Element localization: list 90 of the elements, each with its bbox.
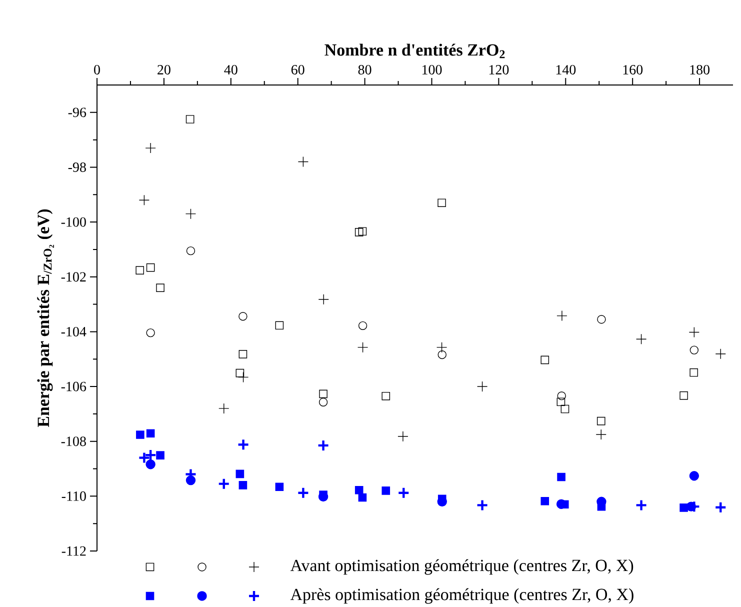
x-tick-label: 40	[224, 65, 238, 74]
point	[597, 315, 606, 324]
y-axis-title: Energie par entités E$_{/ZrO₂}$ (eV)	[37, 209, 54, 428]
point	[156, 451, 164, 460]
point	[145, 142, 156, 154]
point	[436, 342, 448, 353]
y-tick-label: -102	[61, 272, 86, 282]
x-tick-label: 120	[489, 65, 509, 74]
legend-label: Avant optimisation géométrique (centres Zr, O, X)	[290, 559, 634, 575]
point	[476, 381, 488, 392]
point	[354, 228, 364, 236]
point	[438, 350, 446, 360]
y-tick-label: -108	[61, 436, 86, 446]
point	[275, 482, 284, 491]
point	[358, 227, 367, 236]
point	[689, 471, 700, 481]
point	[596, 429, 606, 440]
point	[319, 390, 328, 398]
y-tick-label: -106	[61, 382, 86, 392]
point	[275, 321, 284, 330]
point	[688, 326, 700, 338]
point	[596, 416, 606, 426]
x-tick-label: 160	[623, 65, 643, 74]
point	[714, 501, 727, 514]
y-tick-label: -96	[68, 108, 86, 118]
point	[476, 499, 488, 512]
x-axis-title: Nombre n d'entités ZrO$_{2}$	[324, 44, 505, 58]
point	[438, 198, 446, 208]
point	[318, 398, 328, 406]
point	[136, 430, 144, 439]
point	[690, 346, 699, 354]
point	[218, 478, 230, 490]
point	[540, 356, 550, 364]
point	[236, 470, 244, 478]
point	[156, 284, 164, 292]
x-tick-label: 0	[94, 65, 100, 74]
point	[382, 392, 390, 400]
point	[238, 481, 248, 490]
point	[358, 321, 368, 330]
point	[382, 486, 390, 495]
point	[138, 194, 150, 206]
point	[238, 372, 249, 383]
point	[358, 493, 367, 502]
x-tick-label: 180	[690, 65, 710, 74]
point	[238, 350, 248, 358]
point	[398, 486, 410, 499]
point	[186, 246, 196, 256]
point	[185, 208, 196, 220]
point	[680, 391, 688, 400]
point	[218, 403, 230, 414]
point	[237, 438, 250, 451]
point	[557, 391, 566, 400]
point	[317, 439, 330, 452]
point	[560, 404, 570, 414]
x-tick-label: 140	[556, 65, 576, 74]
point	[680, 504, 688, 512]
point	[556, 310, 568, 322]
point	[146, 263, 155, 272]
point	[146, 328, 155, 338]
x-tick-label: 20	[158, 65, 170, 74]
point	[318, 294, 329, 305]
point	[715, 348, 726, 360]
point	[186, 115, 194, 124]
point	[357, 342, 368, 353]
point	[144, 448, 157, 462]
point	[540, 496, 550, 506]
point	[238, 312, 248, 321]
point	[556, 398, 566, 406]
point	[136, 266, 144, 274]
x-tick-label: 80	[358, 65, 372, 74]
point	[297, 486, 310, 499]
x-tick-label: 60	[291, 65, 304, 74]
point	[557, 472, 566, 482]
point	[146, 429, 155, 438]
point	[354, 486, 364, 494]
point	[138, 452, 150, 464]
y-tick-label: -98	[68, 162, 86, 172]
point	[636, 334, 647, 344]
point	[146, 460, 156, 470]
point	[398, 431, 408, 442]
y-tick-label: -100	[61, 217, 86, 227]
y-tick-label: -104	[61, 326, 86, 336]
legend-label: Après optimisation géométrique (centres Zr, O, X)	[290, 588, 634, 604]
y-tick-label: -112	[62, 546, 86, 556]
point	[690, 368, 698, 377]
point	[635, 499, 648, 512]
point	[298, 156, 309, 168]
y-tick-label: -110	[62, 491, 86, 501]
point	[556, 499, 566, 509]
x-tick-label: 100	[422, 65, 442, 74]
